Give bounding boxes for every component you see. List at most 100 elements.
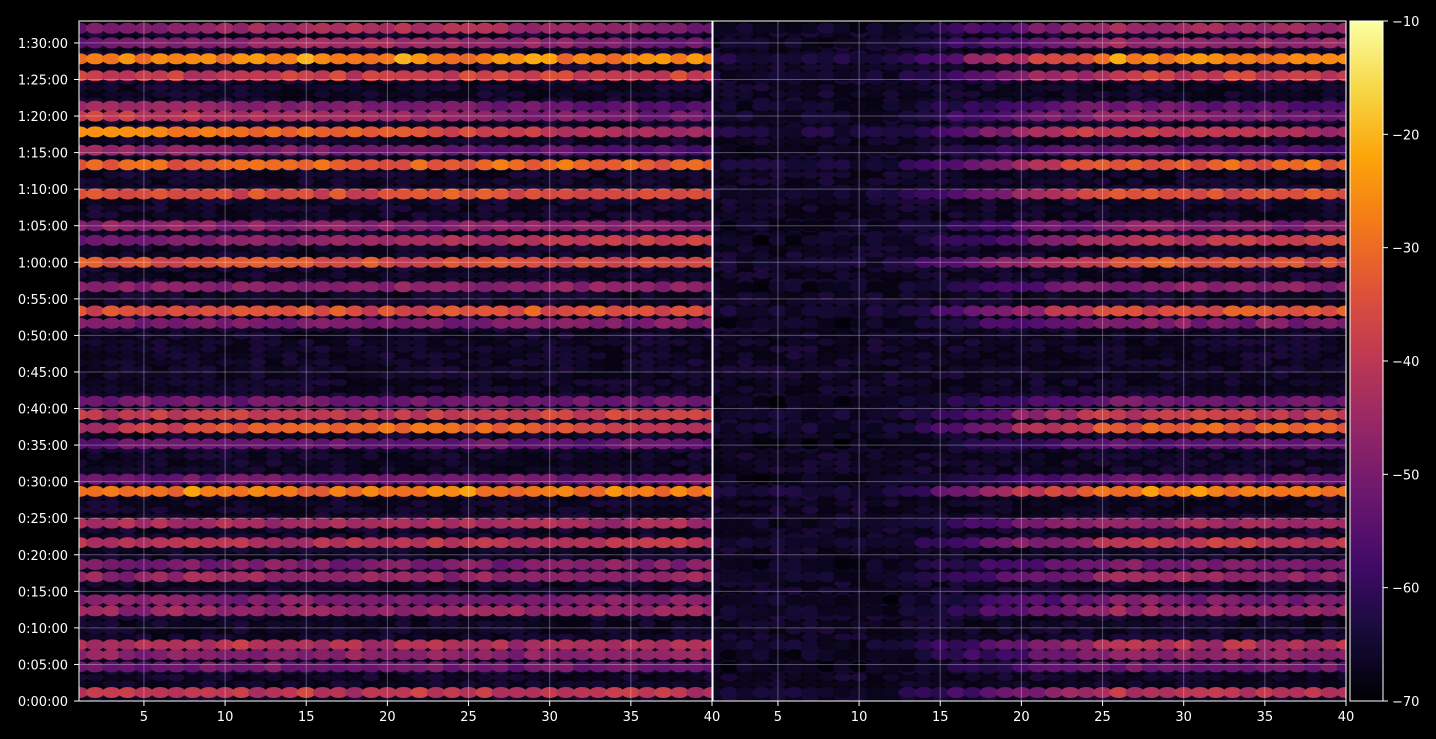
- heatmap-cell: [703, 431, 712, 440]
- heatmap-cell: [508, 452, 526, 461]
- heatmap-cell: [118, 438, 138, 450]
- heatmap-cell: [313, 378, 332, 387]
- heatmap-cell: [686, 22, 706, 34]
- heatmap-cell: [167, 364, 186, 373]
- heatmap-cell: [459, 271, 478, 280]
- heatmap-cell: [79, 210, 88, 219]
- heatmap-cell: [411, 170, 429, 179]
- heatmap-cell: [134, 256, 154, 268]
- heatmap-cell: [621, 256, 641, 268]
- heatmap-cell: [200, 83, 218, 92]
- heatmap-cell: [686, 305, 706, 317]
- heatmap-cell: [589, 465, 608, 474]
- heatmap-cell: [330, 378, 348, 387]
- heatmap-cell: [362, 586, 380, 595]
- heatmap-cell: [621, 126, 641, 138]
- heatmap-cell: [281, 297, 299, 306]
- heatmap-cell: [215, 188, 235, 200]
- heatmap-cell: [102, 297, 121, 306]
- heatmap-cell: [687, 170, 705, 179]
- heatmap-cell: [621, 438, 641, 450]
- heatmap-cell: [199, 70, 219, 82]
- heatmap-cell: [378, 244, 397, 253]
- heatmap-cell: [313, 83, 332, 92]
- heatmap-cell: [541, 244, 559, 253]
- heatmap-cell: [524, 679, 543, 688]
- heatmap-cell: [378, 271, 397, 280]
- heatmap-cell: [102, 545, 121, 554]
- heatmap-cell: [426, 256, 446, 268]
- heatmap-cell: [443, 679, 461, 688]
- heatmap-cell: [540, 395, 560, 407]
- heatmap-cell: [85, 100, 105, 112]
- heatmap-cell: [605, 552, 624, 561]
- heatmap-cell: [670, 204, 689, 213]
- heatmap-cell: [588, 256, 608, 268]
- heatmap-cell: [329, 281, 349, 293]
- heatmap-cell: [329, 317, 349, 329]
- heatmap-cell: [216, 271, 234, 280]
- heatmap-cell: [183, 545, 202, 554]
- heatmap-cell: [248, 395, 267, 407]
- heatmap-cell: [232, 458, 250, 467]
- heatmap-cell: [297, 499, 315, 507]
- heatmap-cell: [346, 673, 364, 682]
- heatmap-cell: [475, 281, 495, 293]
- heatmap-cell: [621, 305, 641, 317]
- heatmap-cell: [248, 422, 267, 434]
- heatmap-cell: [507, 70, 527, 82]
- heatmap-cell: [231, 159, 251, 171]
- heatmap-cell: [541, 505, 559, 514]
- heatmap-cell: [102, 197, 121, 206]
- heatmap-cell: [377, 422, 397, 434]
- heatmap-cell: [524, 395, 543, 407]
- heatmap-cell: [248, 552, 267, 561]
- heatmap-cell: [216, 251, 234, 259]
- heatmap-cell: [508, 137, 526, 145]
- heatmap-cell: [508, 197, 526, 206]
- heatmap-cell: [572, 144, 592, 156]
- heatmap-cell: [589, 251, 608, 259]
- heatmap-cell: [476, 452, 494, 461]
- heatmap-cell: [541, 137, 559, 145]
- heatmap-cell: [216, 364, 234, 373]
- heatmap-cell: [589, 458, 608, 467]
- heatmap-cell: [377, 234, 397, 246]
- heatmap-cell: [85, 126, 105, 138]
- heatmap-cell: [248, 626, 267, 635]
- heatmap-cell: [200, 385, 218, 393]
- heatmap-cell: [508, 177, 526, 186]
- heatmap-cell: [572, 485, 592, 497]
- heatmap-cell: [638, 177, 656, 186]
- heatmap-cell: [151, 137, 169, 145]
- heatmap-cell: [524, 452, 543, 461]
- heatmap-cell: [378, 297, 397, 306]
- heatmap-cell: [605, 358, 624, 367]
- heatmap-cell: [703, 137, 712, 145]
- heatmap-cell: [394, 458, 413, 467]
- heatmap-cell: [297, 137, 315, 145]
- heatmap-cell: [313, 297, 332, 306]
- heatmap-cell: [540, 537, 560, 549]
- heatmap-cell: [411, 673, 429, 682]
- heatmap-cell: [687, 90, 705, 99]
- heatmap-cell: [687, 338, 705, 347]
- heatmap-cell: [638, 204, 656, 213]
- heatmap-cell: [265, 679, 283, 688]
- heatmap-cell: [524, 458, 543, 467]
- heatmap-cell: [183, 137, 202, 145]
- heatmap-cell: [556, 70, 576, 82]
- heatmap-cell: [183, 317, 203, 329]
- heatmap-cell: [638, 90, 656, 99]
- heatmap-cell: [280, 473, 300, 485]
- heatmap-cell: [492, 351, 510, 360]
- heatmap-cell: [459, 517, 478, 529]
- heatmap-cell: [573, 197, 591, 206]
- heatmap-cell: [378, 552, 397, 561]
- heatmap-cell: [588, 53, 608, 65]
- heatmap-cell: [362, 177, 380, 186]
- heatmap-cell: [637, 422, 657, 434]
- heatmap-cell: [443, 619, 461, 628]
- heatmap-cell: [572, 438, 592, 450]
